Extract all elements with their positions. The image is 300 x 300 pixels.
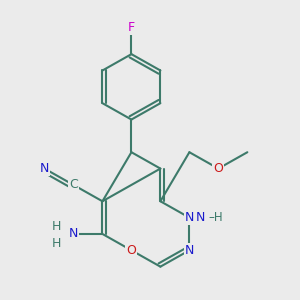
Text: H: H — [52, 237, 62, 250]
Text: N: N — [40, 162, 49, 175]
Text: O: O — [213, 162, 223, 175]
Text: N: N — [185, 244, 194, 257]
Text: H: H — [52, 220, 62, 233]
Text: O: O — [127, 244, 136, 257]
Text: N: N — [69, 227, 78, 241]
Text: F: F — [128, 21, 135, 34]
Text: N: N — [196, 211, 206, 224]
Text: N: N — [185, 211, 194, 224]
Text: N: N — [185, 211, 194, 224]
Text: C: C — [69, 178, 78, 191]
Text: –H: –H — [209, 211, 223, 224]
